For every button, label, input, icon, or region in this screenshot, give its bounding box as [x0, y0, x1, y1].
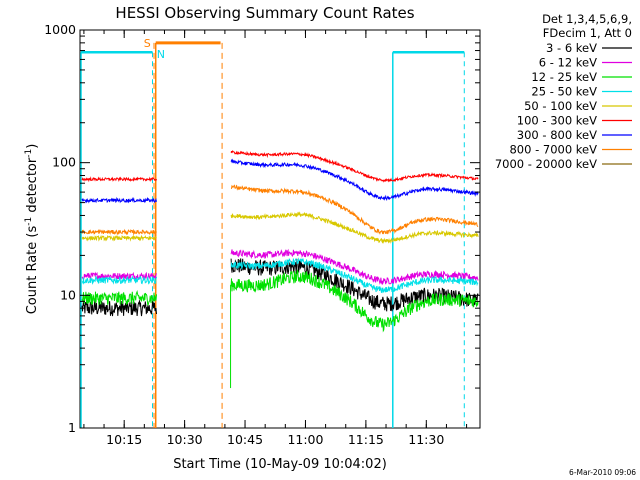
series-lines	[81, 150, 479, 389]
y-axis-label-mid: detector	[25, 157, 40, 217]
x-axis-label: Start Time (10-May-09 10:04:02)	[173, 457, 387, 472]
series-line-2-pre	[81, 289, 157, 306]
legend: Det 1,3,4,5,6,9, FDecim 1, Att 0 3 - 6 k…	[495, 12, 632, 171]
footer-date: 6-Mar-2010 09:06	[569, 468, 636, 477]
y-axis-label: Count Rate (s-1 detector-1)	[24, 144, 40, 315]
series-line-5-post	[230, 150, 479, 183]
series-line-4-post	[230, 211, 479, 244]
series-line-3-post	[230, 257, 479, 294]
y-tick-label-3: 1000	[44, 22, 76, 37]
legend-label-1: 6 - 12 keV	[539, 56, 597, 70]
x-tick-label-3: 11:00	[287, 432, 323, 447]
legend-label-8: 7000 - 20000 keV	[495, 157, 597, 171]
y-axis-label-end: )	[25, 144, 40, 149]
x-tick-label-0: 10:15	[106, 432, 142, 447]
y-tick-label-1: 10	[60, 287, 76, 302]
legend-label-4: 50 - 100 keV	[524, 99, 597, 113]
series-line-2-post	[230, 269, 479, 333]
x-tick-label-5: 11:30	[408, 432, 444, 447]
axes: 10:15 10:30 10:45 11:00 11:15 11:30 1 10 100 1000	[44, 22, 480, 447]
y-tick-label-0: 1	[68, 420, 76, 435]
series-line-1-post	[230, 248, 479, 286]
legend-label-0: 3 - 6 keV	[546, 41, 597, 55]
saa-label: S	[144, 37, 151, 50]
series-line-4-pre	[81, 234, 157, 242]
chart-title: HESSI Observing Summary Count Rates	[115, 4, 414, 22]
markers: SN	[80, 37, 465, 428]
night-label: N	[157, 48, 165, 61]
y-axis-label-sup2: -1	[24, 149, 34, 158]
series-line-0-pre	[81, 299, 157, 317]
plot-frame	[79, 29, 481, 429]
x-tick-label-2: 10:45	[227, 432, 263, 447]
y-axis-label-sup1: -1	[24, 217, 34, 226]
y-axis-label-main: Count Rate (s	[25, 226, 40, 315]
series-line-0-post	[230, 258, 479, 312]
legend-label-5: 100 - 300 keV	[517, 114, 597, 128]
legend-label-6: 300 - 800 keV	[517, 128, 597, 142]
series-line-7-pre	[81, 228, 157, 236]
series-line-3-pre	[81, 275, 157, 285]
y-tick-label-2: 100	[52, 155, 76, 170]
x-tick-label-1: 10:30	[167, 432, 203, 447]
legend-label-2: 12 - 25 keV	[531, 70, 597, 84]
series-line-5-pre	[81, 176, 157, 183]
legend-header-line-2: FDecim 1, Att 0	[543, 26, 632, 40]
legend-label-3: 25 - 50 keV	[531, 85, 597, 99]
legend-header-line-1: Det 1,3,4,5,6,9,	[542, 12, 632, 26]
legend-label-7: 800 - 7000 keV	[509, 143, 597, 157]
series-line-6-post	[230, 158, 479, 201]
x-tick-label-4: 11:15	[348, 432, 384, 447]
series-line-7-post	[231, 184, 479, 235]
series-line-6-pre	[81, 196, 157, 204]
plot-area	[79, 29, 481, 429]
